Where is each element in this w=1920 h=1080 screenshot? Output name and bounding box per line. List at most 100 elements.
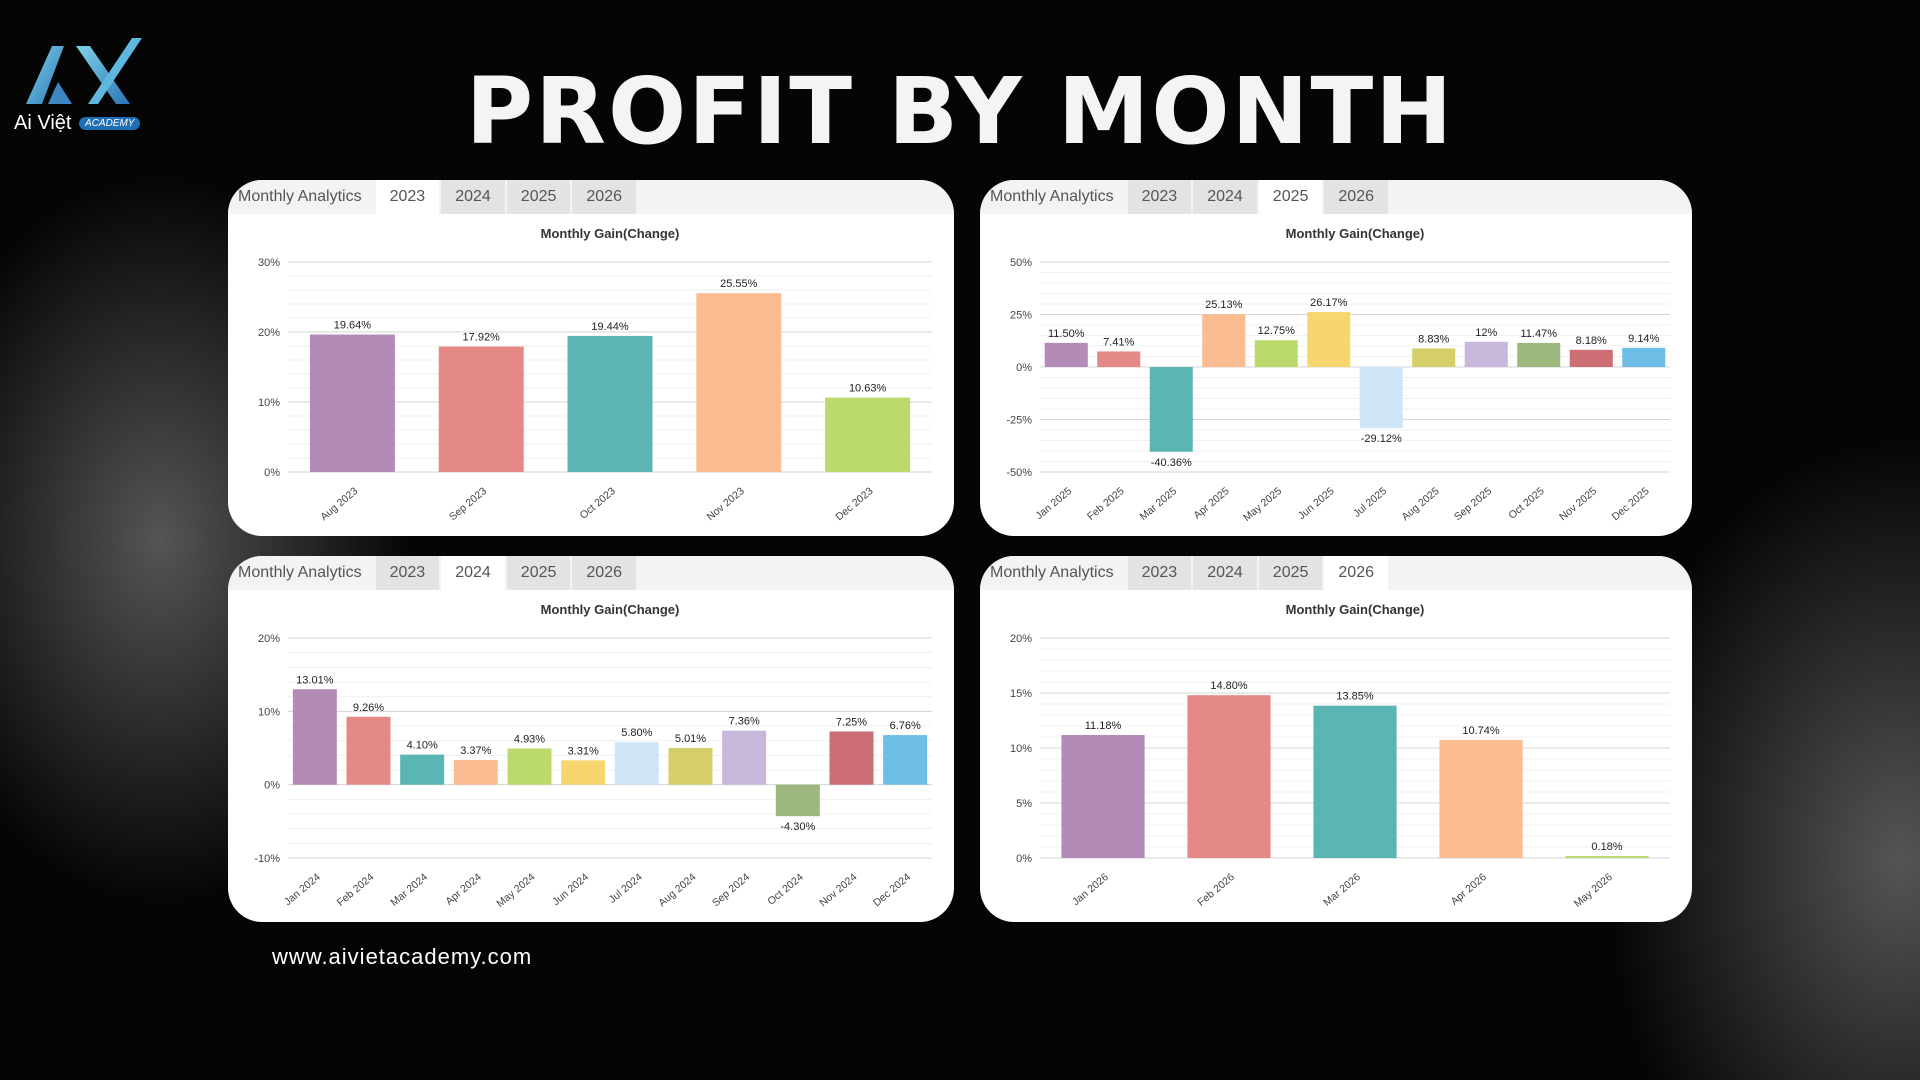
chart-title: Monthly Gain(Change) — [1286, 602, 1425, 617]
bar-jul-2024 — [614, 742, 659, 785]
data-label: 11.47% — [1521, 328, 1558, 340]
data-label: 3.31% — [568, 745, 599, 757]
monthly-analytics-label: Monthly Analytics — [238, 188, 362, 205]
bar-feb-2024 — [346, 716, 391, 785]
y-tick-label: 5% — [1016, 798, 1032, 810]
y-tick-label: 0% — [1016, 362, 1032, 374]
tab-2023[interactable]: 2023 — [1127, 556, 1192, 590]
x-tick-label: Oct 2025 — [1506, 485, 1546, 522]
x-tick-label: Nov 2024 — [817, 871, 859, 909]
monthly-analytics-label: Monthly Analytics — [990, 188, 1114, 205]
y-tick-label: 30% — [258, 257, 280, 269]
x-tick-label: Feb 2026 — [1195, 871, 1237, 909]
brand-logo: Ai Việt ACADEMY — [14, 30, 164, 140]
data-label: 11.50% — [1048, 328, 1085, 340]
data-label: 26.17% — [1310, 297, 1348, 309]
tab-2024[interactable]: 2024 — [1193, 556, 1257, 590]
data-label: 9.26% — [353, 702, 384, 714]
tab-2026[interactable]: 2026 — [1324, 556, 1388, 590]
bar-may-2025 — [1254, 340, 1298, 367]
data-label: 13.85% — [1336, 691, 1374, 703]
tab-2024[interactable]: 2024 — [441, 556, 505, 590]
logo-badge: ACADEMY — [79, 117, 141, 131]
x-tick-label: Feb 2024 — [335, 871, 377, 909]
data-label: 7.41% — [1103, 336, 1134, 348]
data-label: 8.18% — [1576, 335, 1607, 347]
y-tick-label: 10% — [1010, 743, 1032, 755]
bar-chart: Monthly Gain(Change) -50% -25% 0% 25% 50% 11.5… — [1006, 226, 1670, 524]
logo-text: Ai Việt ACADEMY — [14, 112, 141, 135]
data-label: 19.64% — [334, 320, 372, 332]
data-label: 14.80% — [1210, 680, 1248, 692]
data-label: 5.80% — [621, 727, 652, 739]
x-tick-label: Apr 2025 — [1191, 485, 1231, 522]
data-label: 0.18% — [1591, 841, 1622, 853]
y-tick-label: 15% — [1010, 688, 1032, 700]
data-label: 13.01% — [296, 674, 334, 686]
tab-2025[interactable]: 2025 — [506, 556, 571, 590]
bar-jan-2024 — [292, 689, 337, 785]
y-tick-label: -10% — [254, 853, 280, 865]
x-tick-label: Apr 2024 — [443, 871, 483, 908]
x-tick-label: Sep 2024 — [710, 871, 752, 909]
bar-oct-2023 — [567, 335, 653, 472]
bar-apr-2025 — [1202, 314, 1246, 367]
bar-jun-2025 — [1307, 312, 1351, 367]
x-tick-label: Sep 2023 — [447, 485, 489, 523]
x-tick-label: Apr 2026 — [1449, 871, 1489, 908]
y-tick-label: 20% — [1010, 633, 1032, 645]
y-tick-label: 0% — [264, 780, 280, 792]
tab-2025[interactable]: 2025 — [1258, 180, 1323, 214]
x-tick-label: Jul 2024 — [607, 871, 645, 906]
tab-2025[interactable]: 2025 — [1258, 556, 1323, 590]
monthly-analytics-label: Monthly Analytics — [990, 564, 1114, 581]
tab-2023[interactable]: 2023 — [1127, 180, 1192, 214]
tab-2026[interactable]: 2026 — [1324, 180, 1388, 214]
website-url[interactable]: www.aivietacademy.com — [272, 944, 533, 969]
tab-bar: Monthly Analytics 2023 2024 2025 2026 — [228, 180, 954, 214]
x-tick-label: Nov 2023 — [705, 485, 747, 523]
bar-nov-2024 — [829, 731, 874, 785]
chart-title: Monthly Gain(Change) — [541, 226, 680, 241]
x-tick-label: Jan 2026 — [1070, 871, 1111, 908]
bar-aug-2024 — [668, 747, 713, 785]
y-tick-label: 50% — [1010, 257, 1032, 269]
bar-jan-2025 — [1044, 342, 1088, 367]
x-tick-label: Jan 2025 — [1033, 485, 1074, 522]
bar-oct-2024 — [775, 784, 820, 817]
bar-dec-2025 — [1622, 347, 1666, 367]
tab-2023[interactable]: 2023 — [375, 556, 440, 590]
tab-2023[interactable]: 2023 — [375, 180, 440, 214]
bar-nov-2025 — [1569, 349, 1613, 367]
tab-2024[interactable]: 2024 — [1193, 180, 1257, 214]
x-tick-label: May 2025 — [1241, 485, 1284, 524]
chart-panel-2026: Monthly Analytics 2023 2024 2025 2026 Monthly… — [980, 556, 1692, 922]
tab-2024[interactable]: 2024 — [441, 180, 505, 214]
data-label: 11.18% — [1085, 720, 1122, 732]
data-label: 9.14% — [1628, 333, 1659, 345]
x-tick-label: Feb 2025 — [1085, 485, 1127, 523]
data-label: 10.63% — [849, 383, 887, 395]
data-label: 3.37% — [460, 745, 491, 757]
chart-panel-2025: Monthly Analytics 2023 2024 2025 2026 Monthly… — [980, 180, 1692, 536]
x-tick-label: Jul 2025 — [1351, 485, 1389, 520]
x-tick-label: Mar 2026 — [1321, 871, 1363, 909]
bar-apr-2024 — [453, 759, 498, 785]
data-label: 4.10% — [407, 740, 438, 752]
tab-2025[interactable]: 2025 — [506, 180, 571, 214]
x-tick-label: Jun 2025 — [1296, 485, 1337, 522]
data-label: -40.36% — [1151, 457, 1192, 469]
x-tick-label: Oct 2023 — [578, 485, 618, 522]
bar-nov-2023 — [696, 293, 782, 472]
data-label: 19.44% — [591, 321, 629, 333]
bar-oct-2025 — [1517, 342, 1561, 367]
x-tick-label: May 2026 — [1572, 871, 1615, 910]
x-tick-label: May 2024 — [494, 871, 537, 910]
bar-chart: Monthly Gain(Change) -10% 0% 10% 20% 13.01% Ja… — [254, 602, 932, 910]
x-tick-label: Jun 2024 — [550, 871, 591, 908]
tab-2026[interactable]: 2026 — [572, 180, 636, 214]
tab-2026[interactable]: 2026 — [572, 556, 636, 590]
bar-dec-2024 — [883, 735, 928, 785]
bar-sep-2025 — [1464, 341, 1508, 367]
page-title: PROFIT BY MONTH — [465, 58, 1455, 165]
